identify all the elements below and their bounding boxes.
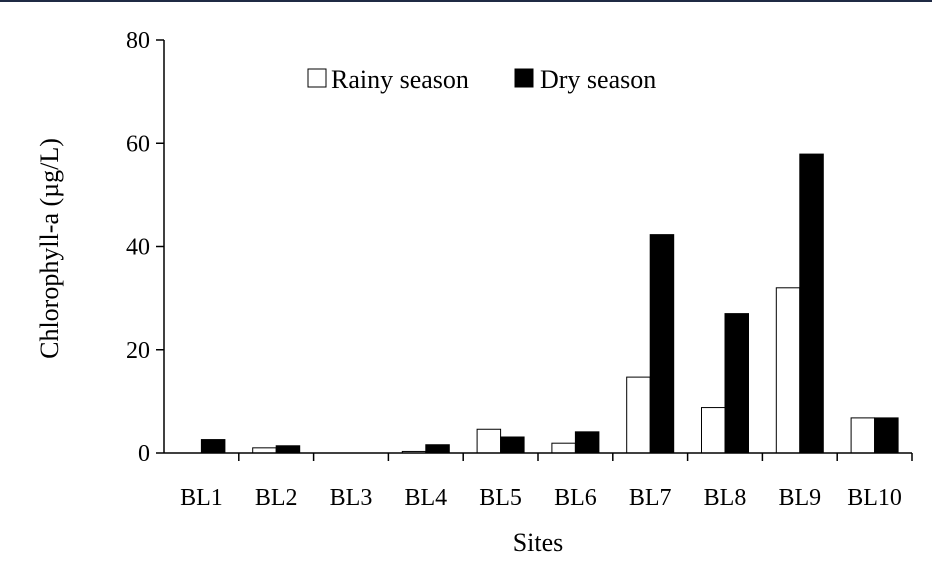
dry-bar-bl2 [275, 445, 301, 454]
y-tick-label: 40 [126, 235, 150, 261]
legend-swatch-dry [514, 68, 534, 88]
y-tick-label: 20 [126, 338, 150, 364]
rainy-bar-bl5 [476, 428, 502, 454]
rainy-bar-bl9 [775, 287, 801, 454]
x-axis-title: Sites [513, 528, 564, 557]
x-tick-label: BL3 [330, 485, 373, 511]
x-tick-label: BL5 [479, 485, 522, 511]
dry-bar-bl9 [799, 153, 824, 454]
rainy-bar-bl2 [252, 447, 277, 454]
x-tick-label: BL10 [847, 485, 902, 511]
legend: Rainy season Dry season [307, 65, 656, 94]
rainy-bar-bl6 [551, 442, 576, 454]
y-tick-label: 0 [138, 441, 150, 467]
dry-bar-bl5 [500, 436, 525, 454]
y-tick-label: 80 [126, 28, 150, 54]
rainy-bar-bl7 [626, 376, 651, 454]
dry-bar-bl4 [425, 444, 450, 454]
x-tick-label: BL4 [404, 485, 447, 511]
legend-label-dry: Dry season [540, 65, 656, 94]
y-axis-title: Chlorophyll-a (µg/L) [35, 138, 64, 359]
legend-swatch-rainy [307, 68, 327, 88]
x-tick-label: BL1 [180, 485, 223, 511]
dry-bar-bl10 [874, 417, 899, 454]
dry-bar-bl1 [200, 439, 226, 454]
x-tick-label: BL9 [778, 485, 821, 511]
dry-bar-bl8 [724, 313, 749, 454]
x-tick-label: BL6 [554, 485, 597, 511]
bars-group [200, 153, 899, 454]
y-ticks-group: 0 20 40 60 80 [126, 28, 164, 467]
rainy-bar-bl8 [701, 407, 726, 454]
dry-bar-bl6 [574, 431, 600, 454]
rainy-bar-bl10 [850, 417, 876, 454]
legend-label-rainy: Rainy season [331, 65, 469, 94]
dry-bar-bl7 [649, 234, 675, 454]
x-ticks-group: BL1 BL2 BL3 BL4 BL5 BL6 BL7 BL8 BL9 BL10 [180, 453, 913, 511]
x-tick-label: BL8 [704, 485, 747, 511]
top-border-line [0, 0, 932, 2]
y-tick-label: 60 [126, 131, 150, 157]
x-tick-label: BL2 [255, 485, 298, 511]
x-tick-label: BL7 [629, 485, 672, 511]
